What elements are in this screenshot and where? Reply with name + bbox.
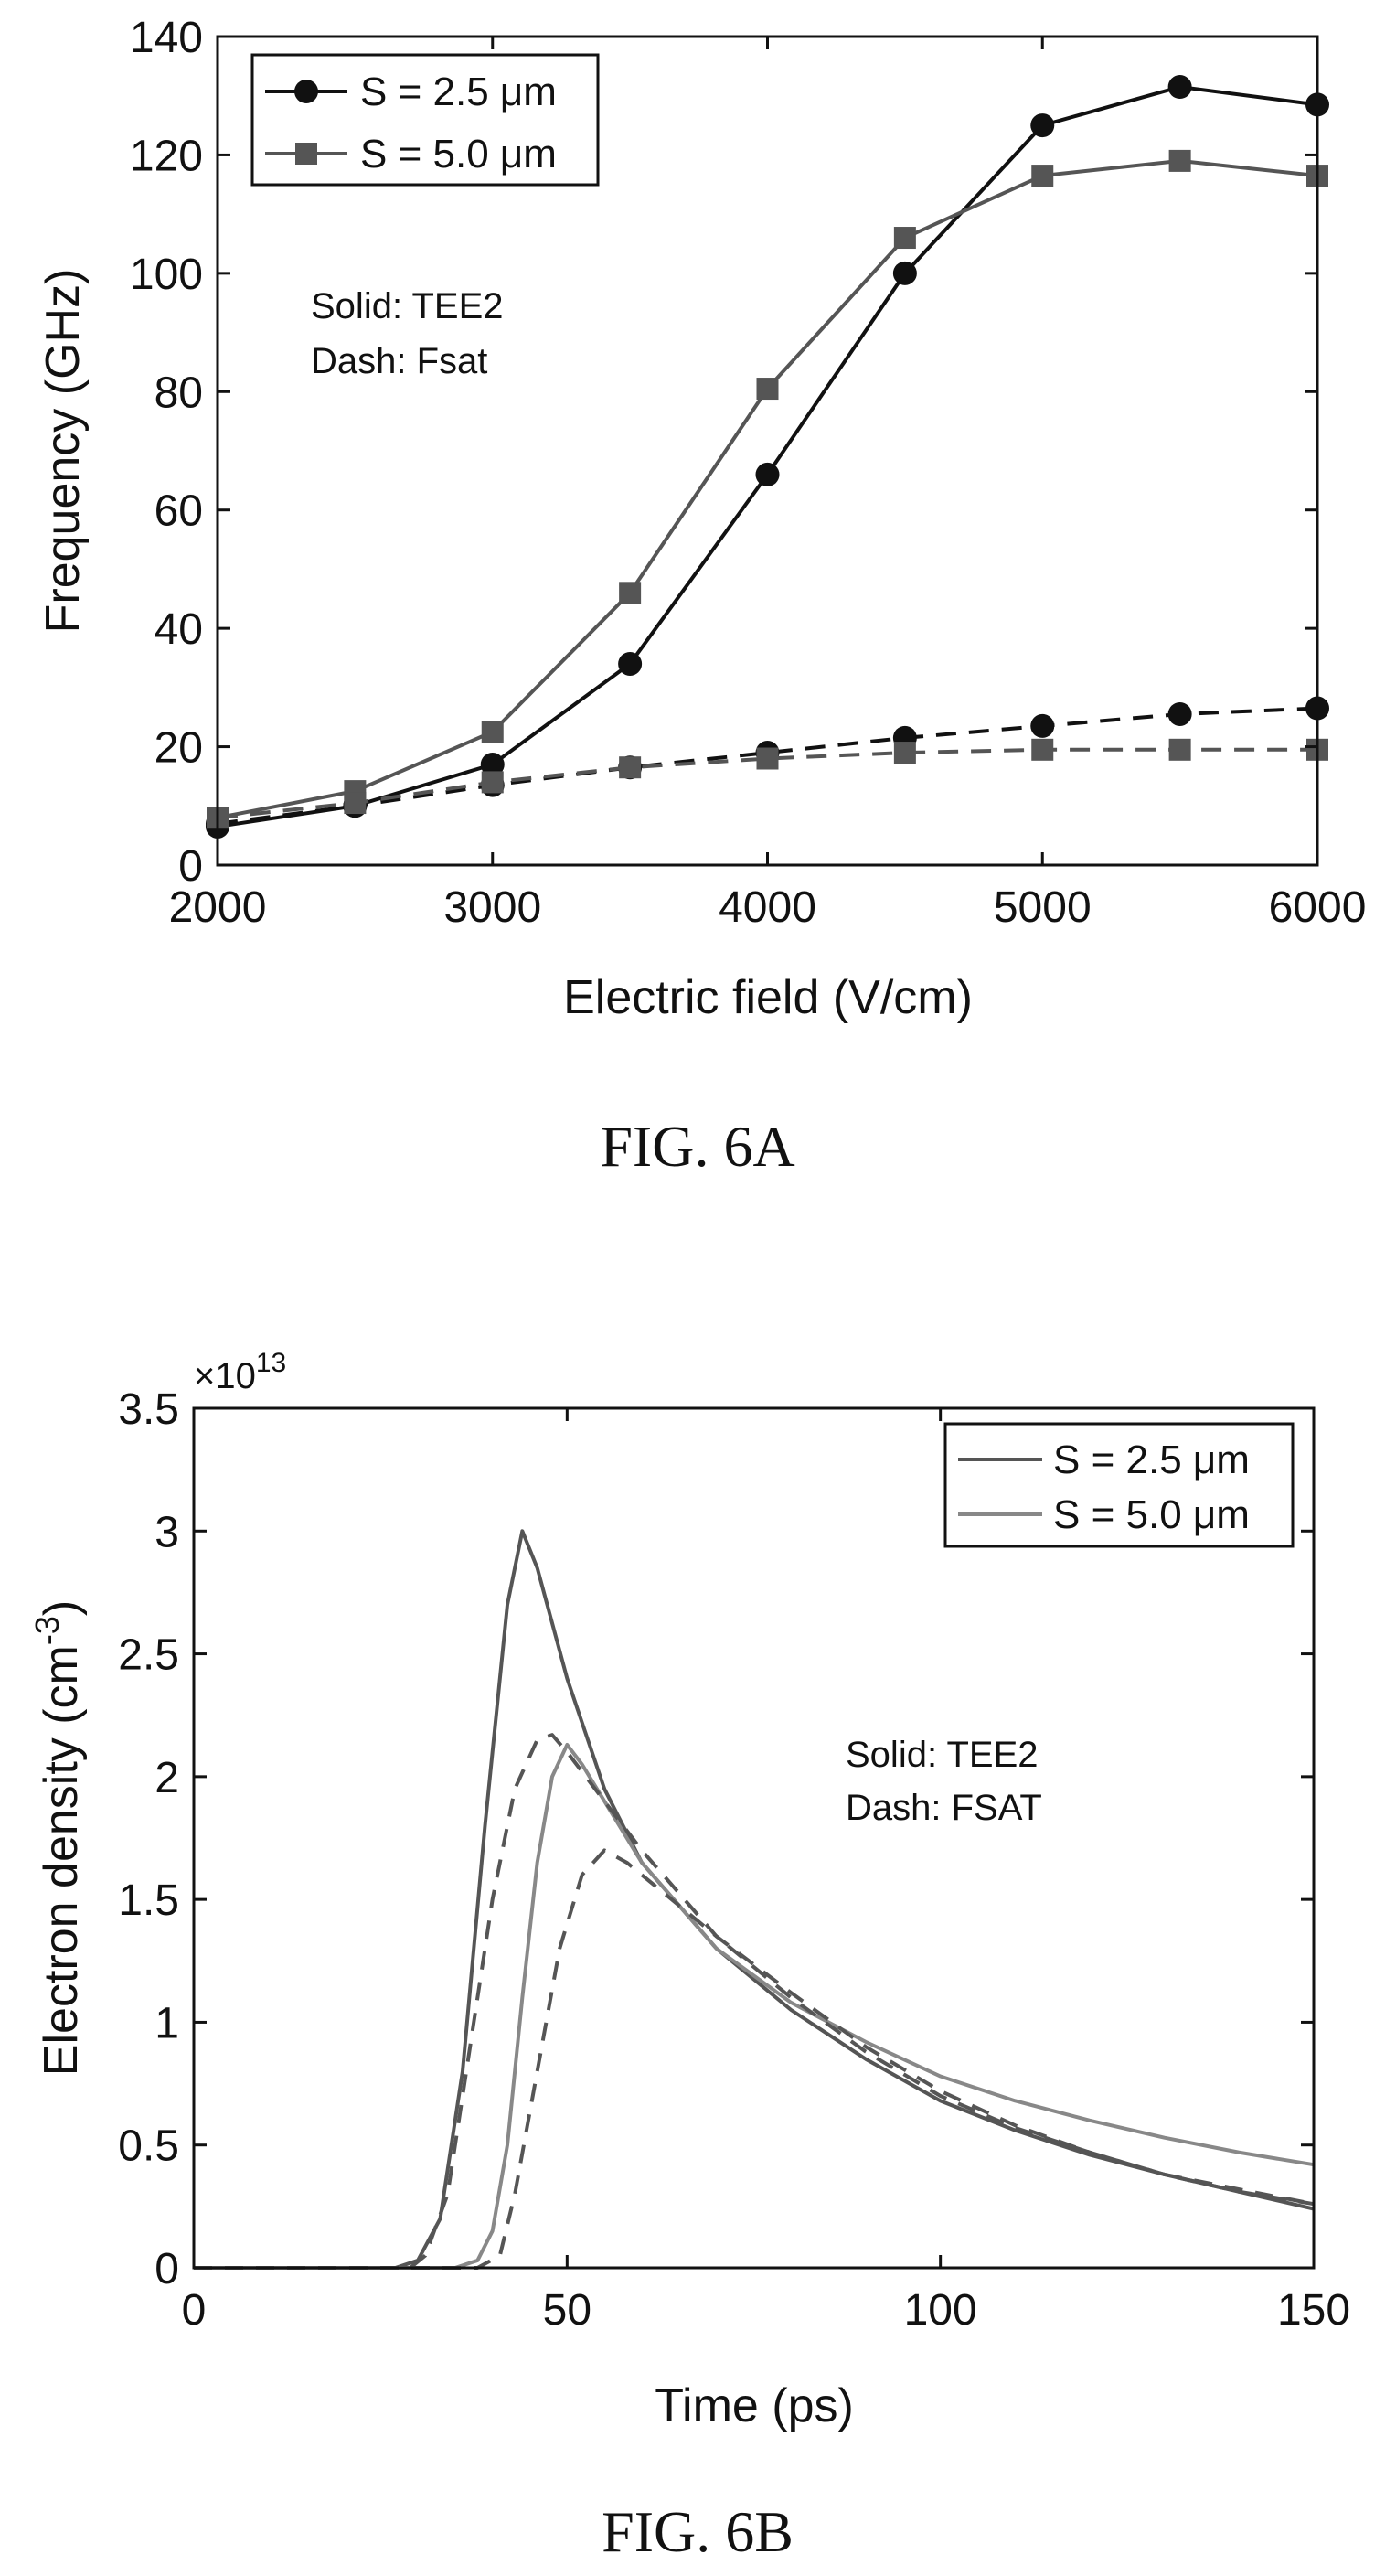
x-tick-label-6b: 0 bbox=[182, 2286, 207, 2335]
chart-6b: 0 50 100 150 0 0.5 1 1.5 2 2.5 3 3.5 ×1013 Time (ps… bbox=[28, 1348, 1350, 2432]
data-point-6a bbox=[755, 462, 780, 486]
data-point-6a bbox=[756, 747, 779, 770]
y-tick-label-6b: 3 bbox=[155, 1508, 179, 1556]
x-tick-label-6a: 3000 bbox=[443, 883, 541, 932]
y-tick-label-6a: 0 bbox=[178, 842, 203, 891]
x-axis-label-6a: Electric field (V/cm) bbox=[563, 971, 973, 1024]
legend-label-s25-6b: S = 2.5 μm bbox=[1053, 1438, 1250, 1482]
series-curve-6b-2 bbox=[194, 1733, 1315, 2270]
data-point-6a bbox=[619, 582, 642, 604]
y-tick-label-6a: 40 bbox=[155, 605, 203, 654]
x-tick-label-6a: 6000 bbox=[1269, 883, 1367, 932]
data-point-6a bbox=[1167, 75, 1192, 100]
legend-label-s50-6a: S = 5.0 μm bbox=[360, 132, 557, 176]
series-curve-6b-0 bbox=[194, 1529, 1315, 2270]
annotation-solid-6b: Solid: TEE2 bbox=[846, 1735, 1039, 1775]
data-point-6a bbox=[1030, 713, 1055, 738]
series-curve-6b-3 bbox=[194, 1848, 1315, 2270]
plot-frame-6b bbox=[192, 1406, 1316, 2270]
y-tick-label-6a: 80 bbox=[155, 369, 203, 417]
x-tick-label-6a: 2000 bbox=[169, 883, 267, 932]
y-tick-label-6a: 100 bbox=[130, 251, 203, 299]
x-tick-label-6b: 150 bbox=[1277, 2286, 1350, 2335]
data-point-6a bbox=[1167, 701, 1192, 726]
data-point-6a bbox=[1031, 738, 1054, 761]
data-point-6a bbox=[1168, 738, 1191, 761]
legend-label-s50-6b: S = 5.0 μm bbox=[1053, 1492, 1250, 1537]
data-point-6a bbox=[756, 378, 779, 401]
x-axis-label-6b: Time (ps) bbox=[655, 2379, 854, 2432]
legend-6a: S = 2.5 μm S = 5.0 μm bbox=[250, 53, 600, 187]
series-curve-6b-1 bbox=[194, 1742, 1315, 2270]
data-point-6a bbox=[481, 771, 504, 794]
figure-caption-6b: FIG. 6B bbox=[602, 2499, 794, 2564]
y-axis-label-6b: Electron density (cm-3) bbox=[28, 1600, 88, 2076]
series-line-6a-1 bbox=[217, 158, 1318, 820]
legend-marker-s25-6a bbox=[294, 80, 318, 103]
legend-6b: S = 2.5 μm S = 5.0 μm bbox=[943, 1422, 1295, 1548]
annotation-dash-6a: Dash: Fsat bbox=[311, 341, 487, 381]
data-point-6a bbox=[892, 261, 917, 285]
data-point-6a bbox=[344, 792, 367, 815]
y-tick-label-6b: 1.5 bbox=[118, 1876, 179, 1925]
chart-6a: 2000 3000 4000 5000 6000 0 20 40 60 80 100 120 140 E… bbox=[37, 14, 1366, 1024]
data-point-6a bbox=[481, 721, 504, 743]
y-tick-label-6a: 140 bbox=[130, 14, 203, 62]
y-tick-label-6b: 2.5 bbox=[118, 1631, 179, 1680]
figure-caption-6a: FIG. 6A bbox=[600, 1114, 794, 1179]
data-point-6a bbox=[1168, 149, 1191, 172]
y-axis-label-6a: Frequency (GHz) bbox=[37, 269, 90, 634]
y-tick-label-6a: 60 bbox=[155, 487, 203, 536]
series-line-6a-2 bbox=[217, 706, 1318, 826]
legend-box-6b bbox=[943, 1422, 1295, 1548]
annotation-solid-6a: Solid: TEE2 bbox=[311, 286, 504, 326]
series-line-6a-3 bbox=[217, 747, 1317, 820]
y-tick-label-6b: 3.5 bbox=[118, 1385, 179, 1434]
data-point-6a bbox=[1030, 113, 1055, 138]
data-point-6a bbox=[619, 756, 642, 779]
legend-label-s25-6a: S = 2.5 μm bbox=[360, 69, 557, 114]
data-point-6a bbox=[1031, 165, 1054, 187]
y-tick-label-6b: 0 bbox=[155, 2245, 179, 2293]
axis-exponent-6b: ×1013 bbox=[194, 1348, 286, 1396]
legend-marker-s50-6a bbox=[295, 143, 317, 165]
x-tick-label-6b: 50 bbox=[543, 2286, 591, 2335]
data-point-6a bbox=[893, 227, 916, 250]
x-tick-label-6b: 100 bbox=[904, 2286, 977, 2335]
y-tick-label-6a: 20 bbox=[155, 724, 203, 773]
data-point-6a bbox=[618, 651, 643, 676]
x-tick-label-6a: 5000 bbox=[994, 883, 1092, 932]
y-tick-label-6b: 0.5 bbox=[118, 2122, 179, 2171]
y-tick-label-6b: 2 bbox=[155, 1754, 179, 1802]
y-tick-label-6b: 1 bbox=[155, 1999, 179, 2047]
data-point-6a bbox=[893, 742, 916, 764]
data-point-6a bbox=[480, 752, 505, 776]
y-tick-label-6a: 120 bbox=[130, 132, 203, 180]
x-tick-label-6a: 4000 bbox=[719, 883, 816, 932]
annotation-dash-6b: Dash: FSAT bbox=[846, 1788, 1042, 1828]
